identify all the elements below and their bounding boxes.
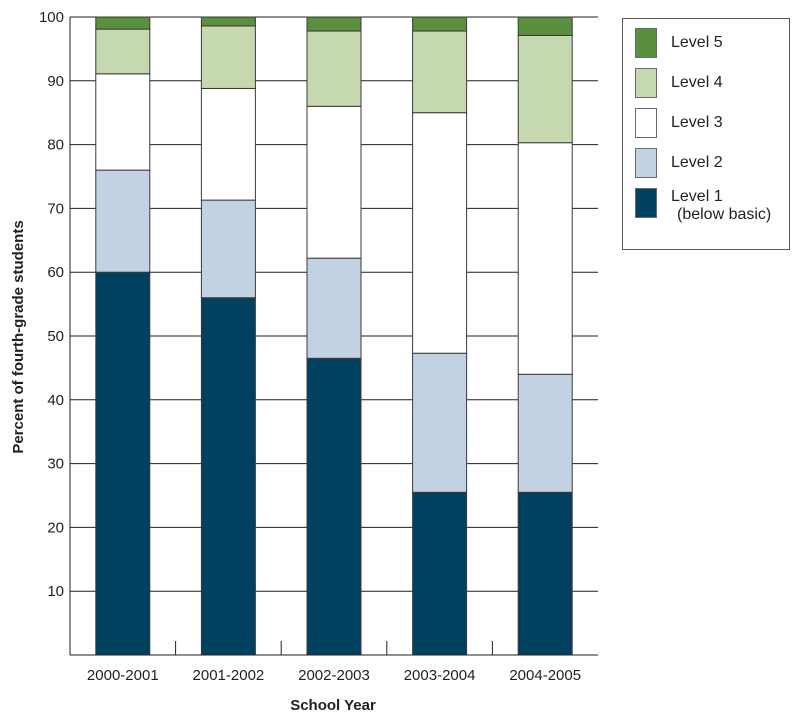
legend-label: Level 2 <box>671 154 723 171</box>
bar-segment <box>200 87 256 201</box>
axes <box>69 17 598 656</box>
y-tick-label: 90 <box>47 73 64 90</box>
legend-item: Level 2 <box>635 148 723 178</box>
y-axis-title: Percent of fourth-grade students <box>10 220 27 453</box>
bar-segment <box>200 25 256 89</box>
bar-segment <box>412 352 468 493</box>
bar-segment <box>412 491 468 656</box>
legend-item: Level 3 <box>635 108 723 138</box>
y-tick-label: 20 <box>47 519 64 536</box>
x-tick-label: 2000-2001 <box>87 667 159 684</box>
bar-segment <box>306 30 362 107</box>
bar-segment <box>306 257 362 359</box>
bar-segment <box>95 16 151 30</box>
y-tick-label: 10 <box>47 583 64 600</box>
legend-swatch <box>635 188 657 218</box>
x-axis-title: School Year <box>290 697 376 714</box>
y-tick-label: 40 <box>47 392 64 409</box>
bar-segment <box>517 142 573 375</box>
legend-sublabel: (below basic) <box>677 206 772 223</box>
bar-segment <box>517 16 573 37</box>
bar-segment <box>306 105 362 259</box>
legend-swatch <box>635 148 657 178</box>
legend-swatch <box>635 108 657 138</box>
bar-segment <box>306 16 362 32</box>
bar-segment <box>517 491 573 656</box>
legend-label: Level 5 <box>671 34 723 51</box>
y-tick-labels: 10 20 30 40 50 60 70 80 90 100 <box>39 9 64 600</box>
legend-swatch <box>635 68 657 98</box>
y-tick-label: 50 <box>47 328 64 345</box>
y-tick-label: 80 <box>47 137 64 154</box>
x-tick-labels: 2000-2001 2001-2002 2002-2003 2003-2004 2004… <box>87 667 581 684</box>
bar-segment <box>95 28 151 75</box>
legend-label: Level 4 <box>671 74 723 91</box>
x-tick-label: 2003-2004 <box>404 667 476 684</box>
bar-segment <box>200 297 256 656</box>
bar-segment <box>95 73 151 171</box>
bar-segment <box>200 16 256 27</box>
bar-segment <box>412 112 468 354</box>
x-tick-label: 2001-2002 <box>193 667 265 684</box>
legend-swatch <box>635 28 657 58</box>
bar-segment <box>517 35 573 144</box>
bars <box>95 16 573 656</box>
x-tick-label: 2004-2005 <box>509 667 581 684</box>
legend-item: Level 4 <box>635 68 723 98</box>
bar-segment <box>412 16 468 32</box>
bar-segment <box>517 373 573 493</box>
legend-label: Level 3 <box>671 114 723 131</box>
bar-segment <box>412 30 468 114</box>
y-tick-label: 70 <box>47 200 64 217</box>
y-tick-label: 100 <box>39 9 64 26</box>
legend-label: Level 1 (below basic) <box>671 188 772 223</box>
legend: Level 5 Level 4 Level 3 Level 2 Level 1 (belo… <box>622 18 790 250</box>
y-tick-label: 60 <box>47 264 64 281</box>
bar-segment <box>306 357 362 656</box>
bar-segment <box>95 169 151 273</box>
bar-segment <box>200 199 256 299</box>
legend-item: Level 5 <box>635 28 723 58</box>
bar-segment <box>95 271 151 656</box>
x-tick-label: 2002-2003 <box>298 667 370 684</box>
legend-item: Level 1 (below basic) <box>635 188 771 224</box>
y-tick-label: 30 <box>47 456 64 473</box>
